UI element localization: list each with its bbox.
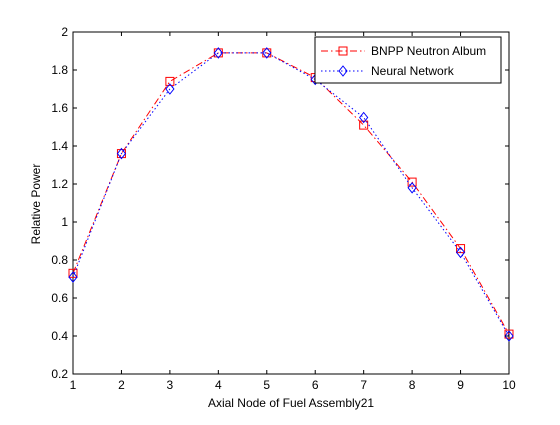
series-2-point: [68, 271, 78, 283]
legend-label-1: BNPP Neutron Album: [371, 44, 486, 58]
y-tick-label: 0.4: [51, 329, 68, 343]
series-layer: [68, 47, 514, 342]
series-1-point: [359, 120, 369, 130]
x-tick-label: 5: [263, 378, 270, 392]
y-tick-label: 0.8: [51, 253, 68, 267]
y-tick-label: 0.6: [51, 291, 68, 305]
y-tick-label: 1: [61, 215, 68, 229]
y-tick-label: 1.4: [51, 139, 68, 153]
axes-box: [72, 31, 510, 375]
series-1-point: [407, 177, 417, 187]
y-tick-label: 1.8: [51, 63, 68, 77]
series-2-point: [407, 181, 417, 194]
y-axis-label: Relative Power: [29, 164, 43, 245]
legend-label-2: Neural Network: [371, 64, 455, 78]
legend: BNPP Neutron Album Neural Network: [314, 36, 502, 84]
series-2-point: [262, 47, 272, 59]
series-1-point: [165, 76, 175, 86]
series-2-point: [165, 83, 175, 95]
series-1-point: [68, 268, 78, 278]
plot-area: [72, 31, 510, 375]
series-line-2: [72, 52, 510, 337]
series-2-point: [116, 147, 127, 160]
series-2-point: [504, 330, 514, 342]
tick-layer: 1 2 3 4 5 6 7 8 9 10 0.2 0.4 0.6 0.8 1 1.2 1.4 1.6 1.8 2: [51, 25, 516, 392]
x-tick-label: 4: [215, 378, 222, 392]
legend-marker-2: [338, 65, 348, 77]
series-2-point: [359, 111, 369, 124]
series-1-point: [504, 329, 514, 339]
x-tick-label: 6: [312, 378, 319, 392]
y-tick-label: 2: [61, 25, 68, 39]
x-tick-label: 10: [502, 378, 516, 392]
x-tick-label: 1: [70, 378, 77, 392]
x-tick-label: 7: [360, 378, 367, 392]
x-tick-label: 9: [457, 378, 464, 392]
y-tick-label: 1.2: [51, 177, 68, 191]
series-2-point: [455, 246, 466, 259]
x-tick-label: 2: [118, 378, 125, 392]
x-tick-label: 3: [167, 378, 174, 392]
x-tick-label: 8: [409, 378, 416, 392]
series-2-point: [213, 47, 223, 59]
x-axis-label: Axial Node of Fuel Assembly21: [208, 396, 374, 410]
legend-marker-1: [338, 46, 348, 56]
legend-box: [314, 36, 502, 84]
y-tick-label: 0.2: [51, 367, 68, 381]
y-tick-label: 1.6: [51, 101, 68, 115]
